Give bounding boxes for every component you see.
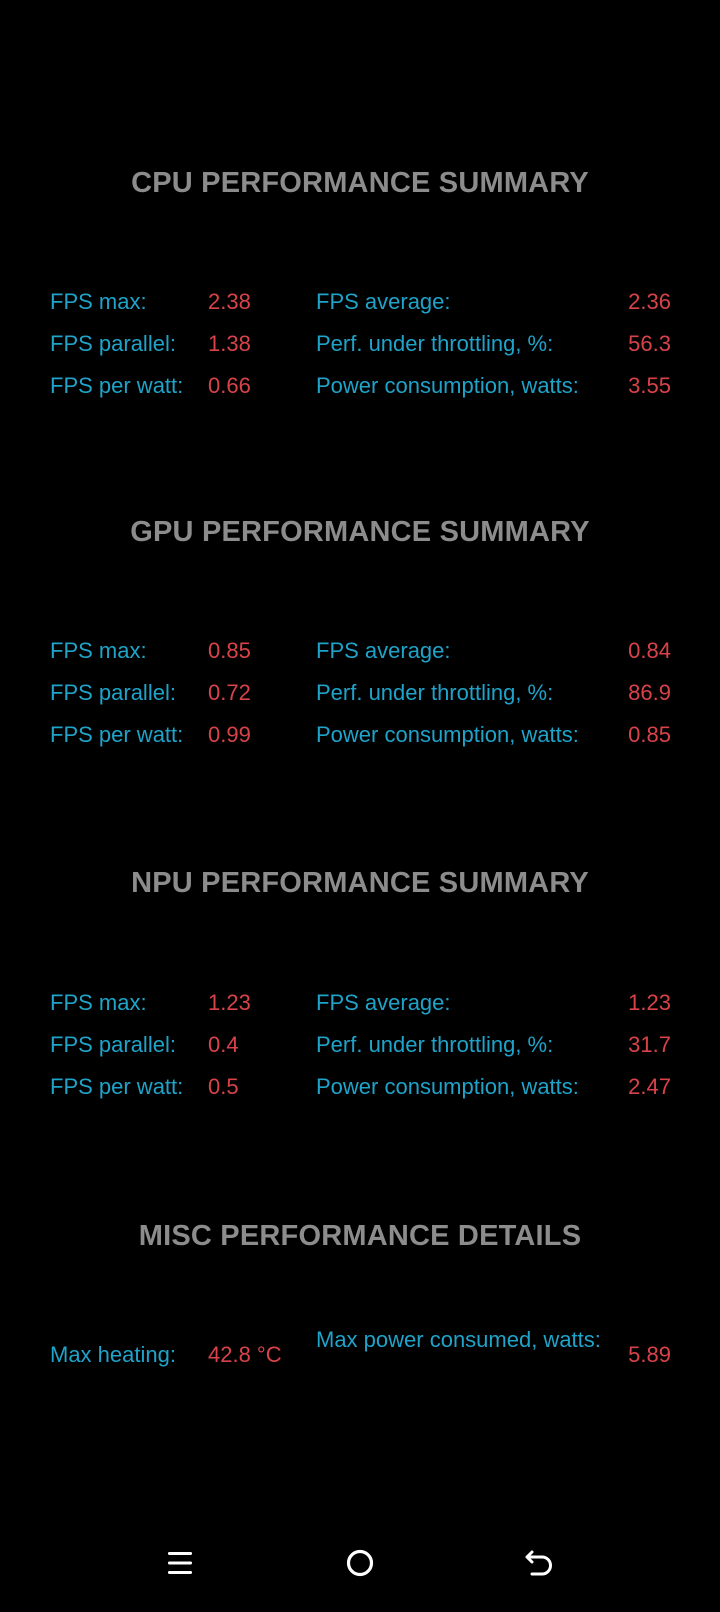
- cpu-section-title: CPU PERFORMANCE SUMMARY: [131, 167, 589, 199]
- cpu-power-consumption-value: 3.55: [628, 373, 671, 398]
- npu-fps-max-label: FPS max:: [50, 990, 147, 1015]
- gpu-power-consumption-value: 0.85: [628, 722, 671, 747]
- cpu-fps-average-value: 2.36: [628, 289, 671, 314]
- system-navigation-bar: [0, 1530, 720, 1600]
- npu-section-title: NPU PERFORMANCE SUMMARY: [131, 867, 589, 899]
- npu-fps-per-watt-value: 0.5: [208, 1074, 239, 1099]
- npu-row-1: FPS max: 1.23 FPS average: 1.23: [0, 986, 720, 1020]
- gpu-fps-max-value: 0.85: [208, 638, 251, 663]
- back-button[interactable]: [513, 1538, 567, 1592]
- npu-row-2: FPS parallel: 0.4 Perf. under throttling…: [0, 1028, 720, 1062]
- gpu-row-2: FPS parallel: 0.72 Perf. under throttlin…: [0, 676, 720, 710]
- cpu-perf-throttling-label: Perf. under throttling, %:: [316, 331, 554, 356]
- gpu-fps-average-value: 0.84: [628, 638, 671, 663]
- cpu-fps-average-label: FPS average:: [316, 289, 451, 314]
- gpu-fps-parallel-label: FPS parallel:: [50, 680, 176, 705]
- gpu-power-consumption-label: Power consumption, watts:: [316, 722, 579, 747]
- home-button[interactable]: [333, 1538, 387, 1592]
- npu-fps-parallel-label: FPS parallel:: [50, 1032, 176, 1057]
- cpu-fps-per-watt-value: 0.66: [208, 373, 251, 398]
- max-power-consumed-value: 5.89: [628, 1342, 671, 1367]
- cpu-perf-throttling-value: 56.3: [628, 331, 671, 356]
- gpu-fps-per-watt-label: FPS per watt:: [50, 722, 184, 747]
- gpu-row-1: FPS max: 0.85 FPS average: 0.84: [0, 634, 720, 668]
- cpu-row-1: FPS max: 2.38 FPS average: 2.36: [0, 285, 720, 319]
- cpu-power-consumption-label: Power consumption, watts:: [316, 373, 579, 398]
- gpu-fps-parallel-value: 0.72: [208, 680, 251, 705]
- gpu-fps-max-label: FPS max:: [50, 638, 147, 663]
- max-heating-value: 42.8 °C: [208, 1342, 282, 1367]
- max-heating-label: Max heating:: [50, 1342, 176, 1367]
- npu-perf-throttling-value: 31.7: [628, 1032, 671, 1057]
- gpu-perf-throttling-label: Perf. under throttling, %:: [316, 680, 554, 705]
- cpu-fps-parallel-label: FPS parallel:: [50, 331, 176, 356]
- npu-power-consumption-value: 2.47: [628, 1074, 671, 1099]
- npu-fps-parallel-value: 0.4: [208, 1032, 239, 1057]
- misc-section-title: MISC PERFORMANCE DETAILS: [138, 1220, 582, 1252]
- gpu-perf-throttling-value: 86.9: [628, 680, 671, 705]
- gpu-section-title: GPU PERFORMANCE SUMMARY: [130, 516, 590, 548]
- cpu-fps-max-label: FPS max:: [50, 289, 147, 314]
- cpu-fps-max-value: 2.38: [208, 289, 251, 314]
- gpu-fps-average-label: FPS average:: [316, 638, 451, 663]
- npu-row-3: FPS per watt: 0.5 Power consumption, wat…: [0, 1070, 720, 1104]
- npu-fps-max-value: 1.23: [208, 990, 251, 1015]
- recent-apps-button[interactable]: [153, 1538, 207, 1592]
- misc-row: Max heating: 42.8 °C Max power consumed,…: [0, 1324, 720, 1384]
- cpu-row-2: FPS parallel: 1.38 Perf. under throttlin…: [0, 327, 720, 361]
- npu-fps-per-watt-label: FPS per watt:: [50, 1074, 184, 1099]
- npu-perf-throttling-label: Perf. under throttling, %:: [316, 1032, 554, 1057]
- gpu-row-3: FPS per watt: 0.99 Power consumption, wa…: [0, 718, 720, 752]
- npu-fps-average-label: FPS average:: [316, 990, 451, 1015]
- cpu-fps-parallel-value: 1.38: [208, 331, 251, 356]
- back-arrow-icon: [524, 1548, 556, 1583]
- cpu-row-3: FPS per watt: 0.66 Power consumption, wa…: [0, 369, 720, 403]
- cpu-fps-per-watt-label: FPS per watt:: [50, 373, 184, 398]
- home-circle-icon: [345, 1548, 375, 1583]
- npu-power-consumption-label: Power consumption, watts:: [316, 1074, 579, 1099]
- npu-fps-average-value: 1.23: [628, 990, 671, 1015]
- menu-icon: [165, 1548, 195, 1583]
- max-power-consumed-label: Max power consumed, watts:: [316, 1327, 601, 1352]
- gpu-fps-per-watt-value: 0.99: [208, 722, 251, 747]
